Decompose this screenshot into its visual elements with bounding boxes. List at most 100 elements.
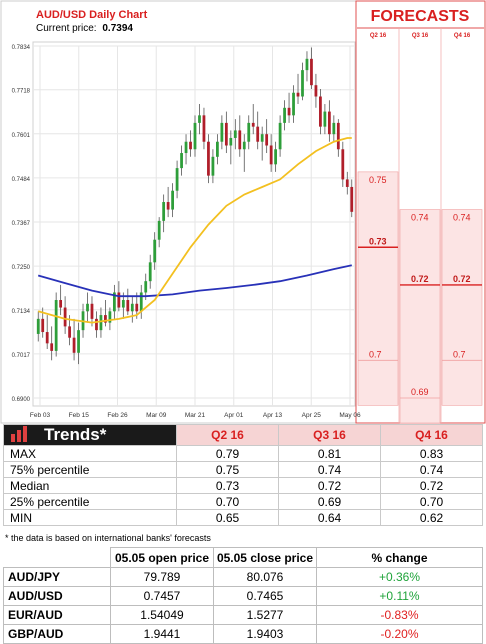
y-tick-label: 0.7718 <box>12 89 31 95</box>
row-label: 75% percentile <box>3 461 177 478</box>
current-price-value: 0.7394 <box>102 23 133 34</box>
current-price-label: Current price: <box>36 23 97 34</box>
row-value: 0.70 <box>380 493 483 510</box>
candle-body <box>157 220 161 240</box>
row-value: 0.62 <box>380 509 483 526</box>
fx-pair: GBP/AUD <box>3 624 111 644</box>
forecast-max-label: 0.74 <box>411 213 429 223</box>
x-tick-label: May 06 <box>339 412 361 419</box>
candle-body <box>341 149 345 180</box>
fx-header-row: 05.05 open price 05.05 close price % cha… <box>3 547 483 568</box>
forecast-min-label: 0.69 <box>411 387 429 397</box>
fx-change: -0.20% <box>316 624 483 644</box>
candle-body <box>265 134 269 146</box>
trends-note: * the data is based on international ban… <box>5 533 211 543</box>
candle-body <box>184 141 188 154</box>
forecast-median-label: 0.72 <box>453 274 471 284</box>
trends-row-p75: 75% percentile 0.75 0.74 0.74 <box>3 461 483 478</box>
candle-body <box>175 168 179 191</box>
row-value: 0.75 <box>176 461 279 478</box>
fx-header-change: % change <box>316 547 483 568</box>
ma-fast-line <box>37 137 352 324</box>
fx-pair: EUR/AUD <box>3 605 111 625</box>
y-tick-label: 0.7484 <box>12 177 31 183</box>
candle-body <box>126 300 130 312</box>
forecast-quarter-label: Q4 16 <box>454 33 471 39</box>
candle-body <box>117 292 121 308</box>
forecast-max-label: 0.74 <box>453 213 471 223</box>
row-value: 0.74 <box>380 461 483 478</box>
y-tick-label: 0.7601 <box>12 133 31 139</box>
fx-open: 79.789 <box>110 567 214 587</box>
candle-body <box>247 122 251 142</box>
x-tick-label: Feb 15 <box>69 412 90 419</box>
fx-close: 80.076 <box>213 567 317 587</box>
candle-body <box>130 303 134 312</box>
fx-close: 0.7465 <box>213 586 317 606</box>
fx-pair: AUD/USD <box>3 586 111 606</box>
current-price-line: Current price: 0.7394 <box>36 23 133 34</box>
candle-body <box>336 122 340 150</box>
chart-area: Q2 16 0.75 0.73 0.7 Q3 16 0.74 0.72 0.69 Q4 16 0.… <box>0 0 486 424</box>
row-label: 25% percentile <box>3 493 177 510</box>
y-tick-label: 0.7367 <box>12 221 31 227</box>
y-tick-label: 0.7834 <box>12 45 31 51</box>
candle-body <box>108 311 112 323</box>
y-tick-label: 0.6900 <box>12 397 31 403</box>
candle-body <box>238 130 242 150</box>
fx-open: 1.9441 <box>110 624 214 644</box>
row-value: 0.64 <box>278 509 381 526</box>
x-tick-label: Apr 01 <box>224 412 244 419</box>
y-tick-label: 0.7017 <box>12 353 31 359</box>
candle-body <box>86 303 89 312</box>
fx-change: +0.36% <box>316 567 483 587</box>
row-label: Median <box>3 477 177 494</box>
trends-row-max: MAX 0.79 0.81 0.83 <box>3 445 483 462</box>
candle-body <box>305 58 309 71</box>
row-label: MIN <box>3 509 177 526</box>
candle-body <box>153 239 157 263</box>
candle-body <box>50 343 54 351</box>
candle-body <box>166 202 170 210</box>
trends-col-q2: Q2 16 <box>176 424 279 446</box>
candle-body <box>171 190 174 210</box>
fx-table: 05.05 open price 05.05 close price % cha… <box>3 547 483 644</box>
fx-close: 1.9403 <box>213 624 317 644</box>
forecast-min-label: 0.7 <box>369 349 382 359</box>
x-tick-label: Apr 25 <box>302 412 322 419</box>
candle-body <box>220 122 224 142</box>
row-value: 0.73 <box>176 477 279 494</box>
candle-body <box>287 107 291 116</box>
forecast-quarter-label: Q2 16 <box>370 33 387 39</box>
x-tick-label: Apr 13 <box>263 412 283 419</box>
candle-body <box>310 58 313 86</box>
candle-body <box>45 332 49 344</box>
candle-body <box>296 92 300 97</box>
x-tick-label: Mar 09 <box>146 412 167 419</box>
candle-body <box>135 303 139 312</box>
trends-row-median: Median 0.73 0.72 0.72 <box>3 477 483 494</box>
candle-body <box>41 318 45 333</box>
candle-body <box>332 122 336 135</box>
fx-row-euraud: EUR/AUD 1.54049 1.5277 -0.83% <box>3 605 483 625</box>
candle-body <box>99 315 103 331</box>
candle-body <box>207 141 210 176</box>
candle-body <box>211 156 215 176</box>
forecast-min-label: 0.7 <box>453 349 466 359</box>
fx-close: 1.5277 <box>213 605 317 625</box>
fx-pair: AUD/JPY <box>3 567 111 587</box>
bar-chart-icon <box>11 426 27 442</box>
fx-row-audusd: AUD/USD 0.7457 0.7465 +0.11% <box>3 586 483 606</box>
forecasts-title: FORECASTS <box>371 8 470 25</box>
trends-title-cell: Trends* <box>3 424 177 446</box>
ma-slow-line <box>37 264 352 298</box>
row-value: 0.70 <box>176 493 279 510</box>
row-value: 0.65 <box>176 509 279 526</box>
trends-col-q4: Q4 16 <box>380 424 483 446</box>
candle-body <box>319 96 322 127</box>
candle-body <box>121 300 125 308</box>
candle-body <box>193 122 197 150</box>
trends-header-row: Trends* Q2 16 Q3 16 Q4 16 <box>3 424 483 446</box>
candle-body <box>301 70 304 97</box>
candle-body <box>314 85 318 97</box>
